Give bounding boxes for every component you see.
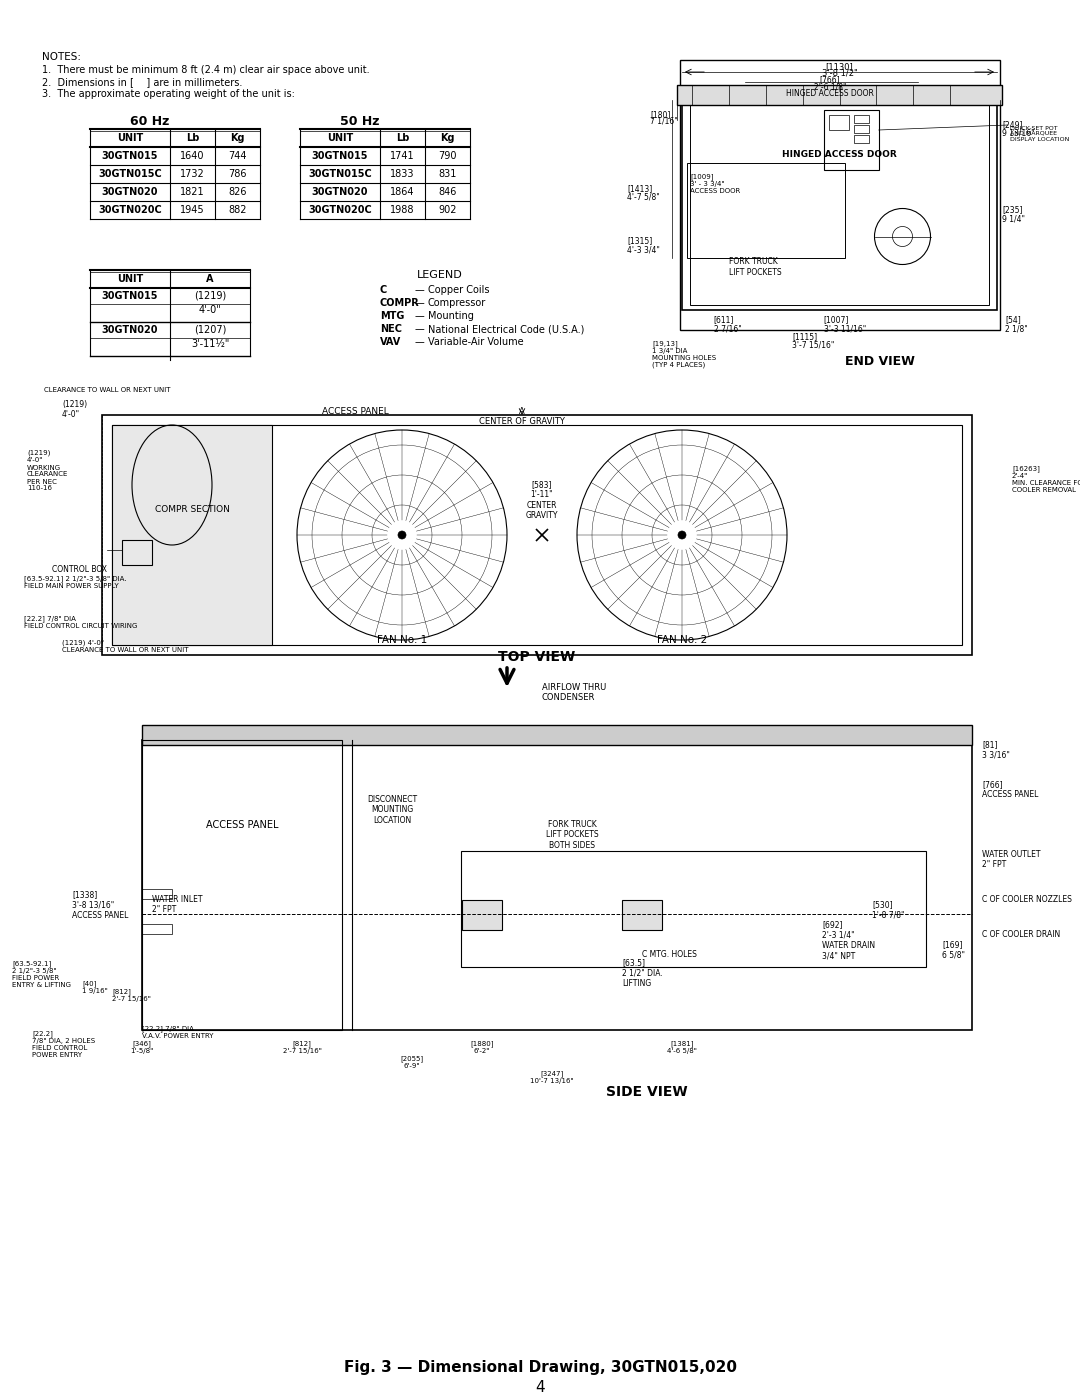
Text: AIRFLOW THRU
CONDENSER: AIRFLOW THRU CONDENSER bbox=[542, 683, 606, 703]
Text: 1945: 1945 bbox=[180, 205, 205, 215]
Bar bbox=[112, 425, 272, 645]
Text: 4'-3 3/4": 4'-3 3/4" bbox=[627, 246, 660, 254]
Text: [2055]
6'-9": [2055] 6'-9" bbox=[401, 1055, 423, 1069]
Bar bbox=[854, 136, 868, 142]
Bar bbox=[141, 923, 172, 935]
Text: 30GTN015C: 30GTN015C bbox=[308, 169, 372, 179]
Text: [19,13]
1 3/4" DIA
MOUNTING HOLES
(TYP 4 PLACES): [19,13] 1 3/4" DIA MOUNTING HOLES (TYP 4… bbox=[652, 339, 716, 369]
Text: 30GTN015C: 30GTN015C bbox=[98, 169, 162, 179]
Text: END VIEW: END VIEW bbox=[845, 355, 915, 367]
Bar bbox=[112, 425, 962, 645]
Text: 1833: 1833 bbox=[390, 169, 415, 179]
Text: 1741: 1741 bbox=[390, 151, 415, 161]
Text: COMPR: COMPR bbox=[380, 298, 420, 307]
Text: HINGED ACCESS DOOR: HINGED ACCESS DOOR bbox=[786, 89, 874, 98]
Text: 30GTN015: 30GTN015 bbox=[102, 151, 159, 161]
Bar bbox=[680, 60, 1000, 330]
Text: 1732: 1732 bbox=[180, 169, 205, 179]
Text: [169]
6 5/8": [169] 6 5/8" bbox=[942, 940, 966, 960]
Text: UNIT: UNIT bbox=[117, 274, 144, 284]
Text: 2 7/16": 2 7/16" bbox=[714, 324, 741, 332]
Bar bbox=[828, 115, 849, 130]
Text: (1207): (1207) bbox=[193, 324, 226, 334]
Text: FAN No. 1: FAN No. 1 bbox=[377, 636, 427, 645]
Text: (1219) 4'-0"
CLEARANCE TO WALL OR NEXT UNIT: (1219) 4'-0" CLEARANCE TO WALL OR NEXT U… bbox=[62, 640, 189, 654]
Text: CONTROL BOX: CONTROL BOX bbox=[52, 564, 107, 574]
Text: Lb: Lb bbox=[186, 133, 199, 142]
Text: FORK TRUCK
LIFT POCKETS
BOTH SIDES: FORK TRUCK LIFT POCKETS BOTH SIDES bbox=[545, 820, 598, 849]
Bar bbox=[824, 110, 879, 170]
Bar bbox=[460, 851, 926, 967]
Text: ACCESS PANEL: ACCESS PANEL bbox=[206, 820, 279, 830]
Text: —: — bbox=[415, 337, 424, 346]
Text: 60 Hz: 60 Hz bbox=[131, 115, 170, 129]
Text: [54]: [54] bbox=[1005, 314, 1021, 324]
Text: 1864: 1864 bbox=[390, 187, 415, 197]
Text: 30GTN015: 30GTN015 bbox=[312, 151, 368, 161]
Text: —: — bbox=[415, 312, 424, 321]
Text: 2 1/8": 2 1/8" bbox=[1005, 324, 1028, 332]
Text: [766]
ACCESS PANEL: [766] ACCESS PANEL bbox=[982, 780, 1038, 799]
Text: NOTES:: NOTES: bbox=[42, 52, 81, 61]
Text: —: — bbox=[415, 285, 424, 295]
Text: 30GTN015: 30GTN015 bbox=[102, 291, 159, 300]
Text: [1315]: [1315] bbox=[627, 236, 652, 246]
Text: —: — bbox=[415, 298, 424, 307]
Text: 831: 831 bbox=[438, 169, 457, 179]
Bar bbox=[462, 900, 502, 930]
Circle shape bbox=[678, 531, 686, 539]
Text: 1.  There must be minimum 8 ft (2.4 m) clear air space above unit.: 1. There must be minimum 8 ft (2.4 m) cl… bbox=[42, 66, 369, 75]
Circle shape bbox=[399, 531, 406, 539]
Text: [1115]: [1115] bbox=[793, 332, 818, 341]
Text: 50 Hz: 50 Hz bbox=[340, 115, 380, 129]
Text: [22.2] 7/8" DIA
FIELD CONTROL CIRCUIT WIRING: [22.2] 7/8" DIA FIELD CONTROL CIRCUIT WI… bbox=[24, 615, 137, 629]
Text: UNIT: UNIT bbox=[327, 133, 353, 142]
Bar bbox=[141, 740, 342, 1030]
Text: [812]
2'-7 15/16": [812] 2'-7 15/16" bbox=[283, 1039, 322, 1053]
Text: 9 13/16": 9 13/16" bbox=[1002, 129, 1035, 138]
Text: A
CENTER OF GRAVITY: A CENTER OF GRAVITY bbox=[480, 407, 565, 426]
Text: LEGEND: LEGEND bbox=[417, 270, 463, 279]
Text: [180]: [180] bbox=[650, 110, 671, 119]
Text: 3.  The approximate operating weight of the unit is:: 3. The approximate operating weight of t… bbox=[42, 89, 295, 99]
Bar bbox=[622, 900, 662, 930]
Text: WATER OUTLET
2" FPT: WATER OUTLET 2" FPT bbox=[982, 849, 1040, 869]
Bar bbox=[102, 415, 972, 655]
Text: MTG: MTG bbox=[380, 312, 404, 321]
Text: Mounting: Mounting bbox=[428, 312, 474, 321]
Text: [583]
1'-11"
CENTER
GRAVITY: [583] 1'-11" CENTER GRAVITY bbox=[526, 481, 558, 520]
Text: [22.2]
7/8" DIA, 2 HOLES
FIELD CONTROL
POWER ENTRY: [22.2] 7/8" DIA, 2 HOLES FIELD CONTROL P… bbox=[32, 1030, 95, 1058]
Text: 3'-7 15/16": 3'-7 15/16" bbox=[793, 341, 835, 351]
Text: [611]: [611] bbox=[714, 314, 734, 324]
Text: 2.  Dimensions in [    ] are in millimeters.: 2. Dimensions in [ ] are in millimeters. bbox=[42, 77, 242, 87]
Text: Fig. 3 — Dimensional Drawing, 30GTN015,020: Fig. 3 — Dimensional Drawing, 30GTN015,0… bbox=[343, 1361, 737, 1375]
Text: (1219): (1219) bbox=[194, 291, 226, 300]
Text: —: — bbox=[415, 324, 424, 334]
Text: [22.2] 7/8" DIA.
V.A.V. POWER ENTRY: [22.2] 7/8" DIA. V.A.V. POWER ENTRY bbox=[141, 1025, 214, 1039]
Text: [1880]
6'-2": [1880] 6'-2" bbox=[470, 1039, 494, 1053]
Text: NEC: NEC bbox=[380, 324, 402, 334]
Text: [249]: [249] bbox=[1002, 120, 1023, 129]
Text: 30GTN020: 30GTN020 bbox=[102, 187, 159, 197]
Text: Lb: Lb bbox=[395, 133, 409, 142]
Text: 1640: 1640 bbox=[180, 151, 205, 161]
Text: UNIT: UNIT bbox=[117, 133, 144, 142]
Text: 4: 4 bbox=[536, 1380, 544, 1396]
Text: [63.5]
2 1/2" DIA.
LIFTING: [63.5] 2 1/2" DIA. LIFTING bbox=[622, 958, 663, 988]
Text: [63.5-92.1] 2 1/2"-3 5/8" DIA.
FIELD MAIN POWER SUPPLY: [63.5-92.1] 2 1/2"-3 5/8" DIA. FIELD MAI… bbox=[24, 576, 126, 588]
Text: C: C bbox=[380, 285, 388, 295]
Text: 9 1/4": 9 1/4" bbox=[1002, 214, 1025, 224]
Text: 846: 846 bbox=[438, 187, 457, 197]
Bar bbox=[141, 725, 972, 745]
Text: C MTG. HOLES: C MTG. HOLES bbox=[642, 950, 697, 958]
Text: Kg: Kg bbox=[441, 133, 455, 142]
Bar bbox=[141, 888, 172, 900]
Bar bbox=[687, 163, 845, 257]
Text: [40]
1 9/16": [40] 1 9/16" bbox=[82, 981, 108, 993]
Text: 1821: 1821 bbox=[180, 187, 205, 197]
Text: [1413]: [1413] bbox=[627, 184, 652, 193]
Text: 2'-6 1/8": 2'-6 1/8" bbox=[814, 82, 847, 91]
Text: [81]
3 3/16": [81] 3 3/16" bbox=[982, 740, 1010, 760]
Text: Compressor: Compressor bbox=[428, 298, 486, 307]
Text: (1219)
4'-0": (1219) 4'-0" bbox=[62, 400, 87, 419]
